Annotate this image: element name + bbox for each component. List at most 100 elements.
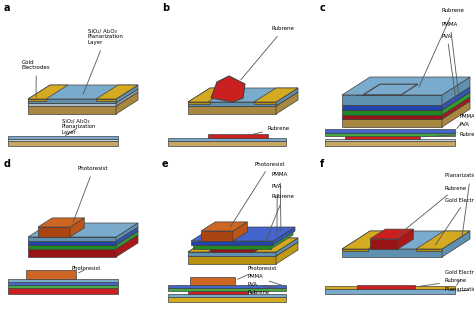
Polygon shape [38, 227, 70, 237]
Polygon shape [342, 110, 442, 115]
Bar [8, 279, 118, 281]
Bar [254, 102, 276, 104]
Polygon shape [96, 85, 138, 99]
Text: d: d [4, 159, 11, 169]
Polygon shape [342, 101, 470, 119]
Text: Gold Electrodes: Gold Electrodes [445, 270, 474, 285]
Polygon shape [276, 242, 298, 264]
Bar [8, 135, 118, 139]
Text: PVA: PVA [442, 33, 456, 98]
Text: Planarization Layer: Planarization Layer [445, 173, 474, 237]
Polygon shape [342, 231, 396, 249]
Polygon shape [188, 252, 276, 256]
Polygon shape [70, 218, 84, 237]
Bar [325, 286, 357, 289]
Polygon shape [201, 222, 247, 231]
Polygon shape [342, 231, 470, 249]
Polygon shape [116, 89, 138, 106]
Polygon shape [116, 231, 138, 249]
Polygon shape [28, 235, 138, 249]
Polygon shape [342, 92, 470, 110]
Polygon shape [28, 223, 138, 237]
Polygon shape [370, 229, 413, 239]
Polygon shape [188, 106, 276, 114]
Text: a: a [4, 3, 10, 13]
Text: Rubrene: Rubrene [398, 186, 467, 235]
Polygon shape [254, 235, 276, 252]
Polygon shape [342, 87, 470, 105]
Polygon shape [38, 218, 84, 227]
Bar [8, 285, 118, 288]
Bar [188, 291, 248, 294]
Bar [416, 249, 442, 251]
Polygon shape [116, 92, 138, 114]
Polygon shape [28, 237, 116, 241]
Polygon shape [188, 102, 276, 106]
Text: Rubrene: Rubrene [423, 131, 474, 137]
Text: PMMA: PMMA [457, 114, 474, 129]
Polygon shape [28, 92, 138, 106]
Polygon shape [28, 241, 116, 245]
Polygon shape [28, 245, 116, 249]
Polygon shape [28, 99, 46, 101]
Bar [325, 139, 455, 141]
Polygon shape [276, 92, 298, 114]
Bar [8, 139, 118, 141]
Polygon shape [442, 101, 470, 127]
Polygon shape [188, 88, 230, 102]
Polygon shape [116, 235, 138, 257]
Text: PMMA: PMMA [272, 173, 288, 231]
Polygon shape [342, 77, 470, 95]
Text: Photoresist: Photoresist [72, 266, 101, 273]
Bar [325, 133, 455, 135]
Polygon shape [273, 227, 295, 245]
Bar [325, 129, 455, 133]
Text: Photoresist: Photoresist [73, 167, 109, 222]
Bar [8, 288, 118, 294]
Polygon shape [116, 227, 138, 245]
Text: c: c [320, 3, 326, 13]
Bar [415, 286, 455, 289]
Polygon shape [28, 103, 116, 106]
Text: SiO₂/ Al₂O₃
Planarization
Layer: SiO₂/ Al₂O₃ Planarization Layer [83, 29, 124, 95]
Bar [357, 285, 415, 289]
Polygon shape [28, 106, 116, 114]
Polygon shape [28, 249, 116, 257]
Polygon shape [188, 242, 298, 256]
Text: PVA: PVA [457, 123, 470, 132]
Polygon shape [442, 87, 470, 110]
Polygon shape [442, 92, 470, 115]
Polygon shape [342, 97, 470, 115]
Polygon shape [28, 85, 138, 99]
Bar [168, 285, 286, 288]
Text: b: b [162, 3, 169, 13]
Polygon shape [254, 88, 298, 102]
Polygon shape [370, 239, 398, 249]
Polygon shape [188, 238, 298, 252]
Text: Planarization Layer: Planarization Layer [445, 287, 474, 293]
Bar [188, 102, 210, 104]
Bar [8, 141, 118, 146]
Bar [168, 141, 286, 146]
Text: PMMA: PMMA [442, 22, 458, 93]
Polygon shape [193, 231, 293, 245]
Polygon shape [201, 231, 233, 241]
Polygon shape [188, 92, 298, 106]
Bar [168, 297, 286, 302]
Text: Rubrene: Rubrene [241, 27, 295, 80]
Polygon shape [116, 223, 138, 241]
Text: Rubrene: Rubrene [266, 194, 295, 239]
Text: Rubrene: Rubrene [419, 7, 465, 87]
Bar [168, 138, 286, 141]
Polygon shape [276, 88, 298, 106]
Text: Photoresist: Photoresist [230, 162, 285, 227]
Text: Rubrene: Rubrene [418, 279, 467, 287]
Bar [168, 288, 286, 291]
Polygon shape [233, 222, 247, 241]
Bar [8, 281, 118, 285]
Polygon shape [398, 229, 413, 249]
Text: PVA: PVA [272, 183, 283, 235]
Polygon shape [271, 231, 293, 249]
Polygon shape [210, 249, 254, 252]
Polygon shape [28, 99, 116, 103]
